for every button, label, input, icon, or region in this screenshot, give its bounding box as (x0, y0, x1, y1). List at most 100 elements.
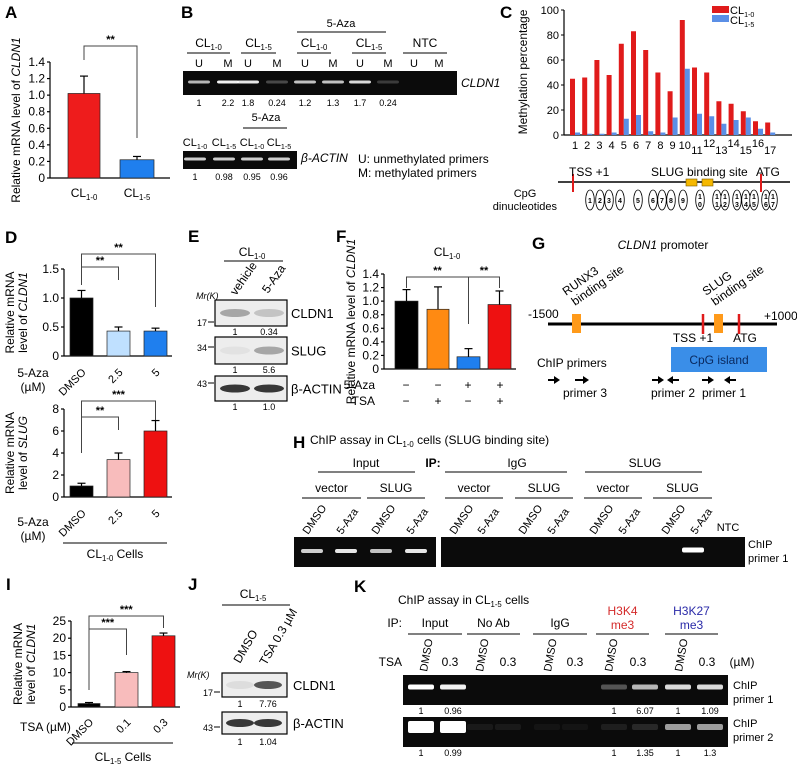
lane-label: 0.3 (567, 655, 584, 669)
panel-letter-e: E (188, 227, 199, 246)
group-label: CL1-0 (195, 36, 222, 52)
digit: 1 (698, 194, 702, 201)
bar-cl1-0 (765, 122, 771, 135)
mw-marker: 43 (203, 723, 213, 733)
ntc-label: NTC (717, 522, 740, 534)
tss-label: TSS +1 (673, 331, 714, 345)
gel-band (601, 724, 627, 730)
quantification-value: 0.98 (215, 172, 233, 182)
gel-band (241, 157, 263, 161)
text-part: CL (71, 186, 87, 200)
gel-band (184, 157, 206, 161)
text-part: CL (124, 186, 140, 200)
x-tick-label: 5 (621, 140, 627, 152)
quantification-value: 1 (611, 748, 616, 758)
bar-cl1-5 (758, 128, 763, 135)
y-tick-label: 2 (52, 468, 59, 482)
blot-band (220, 346, 250, 355)
lane-label: M (328, 58, 337, 70)
bar (119, 159, 155, 179)
x-tick-label: 2 (584, 140, 590, 152)
lane-label: U (356, 58, 364, 70)
lane-label: M (223, 58, 232, 70)
primer-label: ChIP (748, 539, 772, 551)
blot-band (254, 719, 282, 727)
y-tick-label: 0.8 (28, 105, 45, 119)
y-axis-label-part: level of (16, 449, 30, 490)
y-axis-label: Relative mRNA (3, 412, 17, 494)
blot-band (226, 719, 254, 727)
panel-letter-c: C (500, 3, 512, 22)
input-label: Input (353, 456, 380, 470)
slug-site-label: SLUG binding site (651, 165, 748, 179)
x-tick-label: 17 (764, 145, 776, 157)
bar (456, 356, 481, 370)
panel-letter-g: G (532, 234, 545, 253)
cpg-site-oval (749, 189, 759, 211)
western-blot-cldn1 (214, 299, 288, 327)
condition-sign: − (464, 394, 471, 408)
blot-band (254, 681, 282, 689)
y-tick-label: 10 (53, 666, 67, 680)
lane-label: 0.3 (630, 655, 647, 669)
y-tick-label: 0 (38, 171, 45, 185)
subscript: 1-0 (449, 252, 461, 261)
subscript: 1-0 (744, 11, 754, 19)
atg-label: ATG (756, 165, 780, 179)
gel-band (266, 80, 288, 84)
aza-header-label: 5-Aza (252, 112, 282, 124)
ip-label: IP: (425, 456, 440, 470)
quantification-value: 1 (675, 748, 680, 758)
primer-label: primer 1 (748, 553, 788, 565)
end-coordinate: +1000 (764, 309, 797, 323)
cpg-label: dinucleotides (493, 201, 558, 213)
lane-label: DMSO (542, 638, 560, 673)
quantification-value: 1.04 (259, 737, 277, 747)
text-part: CL (240, 587, 256, 601)
primer-label: primer 3 (563, 386, 607, 400)
y-tick-label: 1.4 (362, 267, 379, 281)
y-tick-label: 0.4 (28, 138, 45, 152)
text-part: CL (240, 137, 254, 149)
bar-cl1-0 (692, 67, 697, 135)
gel-band (217, 80, 239, 84)
gel-band (349, 80, 371, 84)
blot-band (254, 309, 284, 317)
legend-text: M: methylated primers (358, 166, 477, 180)
cpg-site-oval (678, 189, 688, 211)
primer-label: primer 2 (651, 386, 695, 400)
subscript: 1-5 (744, 21, 754, 29)
treatment-label: TSA (µM) (20, 720, 71, 734)
quantification-value: 1.2 (299, 98, 312, 108)
y-tick-label: 40 (547, 80, 559, 92)
y-axis-label-part: level of (16, 312, 30, 353)
bar-cl1-5 (684, 68, 690, 135)
gel-gene-label: CLDN1 (461, 76, 500, 90)
quantification-value: 1 (232, 402, 237, 412)
quantification-value: 0.95 (243, 172, 261, 182)
forward-primer-arrow-head (708, 376, 714, 384)
group-label: CL1-5 (356, 36, 383, 52)
primer-label: primer 1 (702, 386, 746, 400)
blot-band (254, 346, 284, 355)
cpg-site-oval (604, 189, 614, 211)
subscript: 1-0 (102, 554, 114, 563)
significance-bracket (83, 45, 138, 138)
x-tick-label: 4 (609, 140, 615, 152)
ip-group-label: Input (422, 616, 449, 630)
bar-cl1-5 (660, 132, 666, 135)
cpg-site-number: 8 (669, 198, 673, 205)
blot-band (254, 384, 284, 393)
bar-cl1-0 (667, 91, 673, 135)
quantification-value: 0.96 (444, 706, 462, 716)
lane-label: U (301, 58, 309, 70)
condition-sign: + (496, 394, 503, 408)
slug-binding-box (701, 178, 714, 187)
x-tick-label: 15 (740, 145, 752, 157)
panel-letter-b: B (181, 3, 193, 22)
gel-band (322, 80, 344, 84)
subgroup-label: vector (597, 481, 630, 495)
bar-cl1-0 (631, 31, 636, 135)
quantification-value: 0.24 (268, 98, 286, 108)
